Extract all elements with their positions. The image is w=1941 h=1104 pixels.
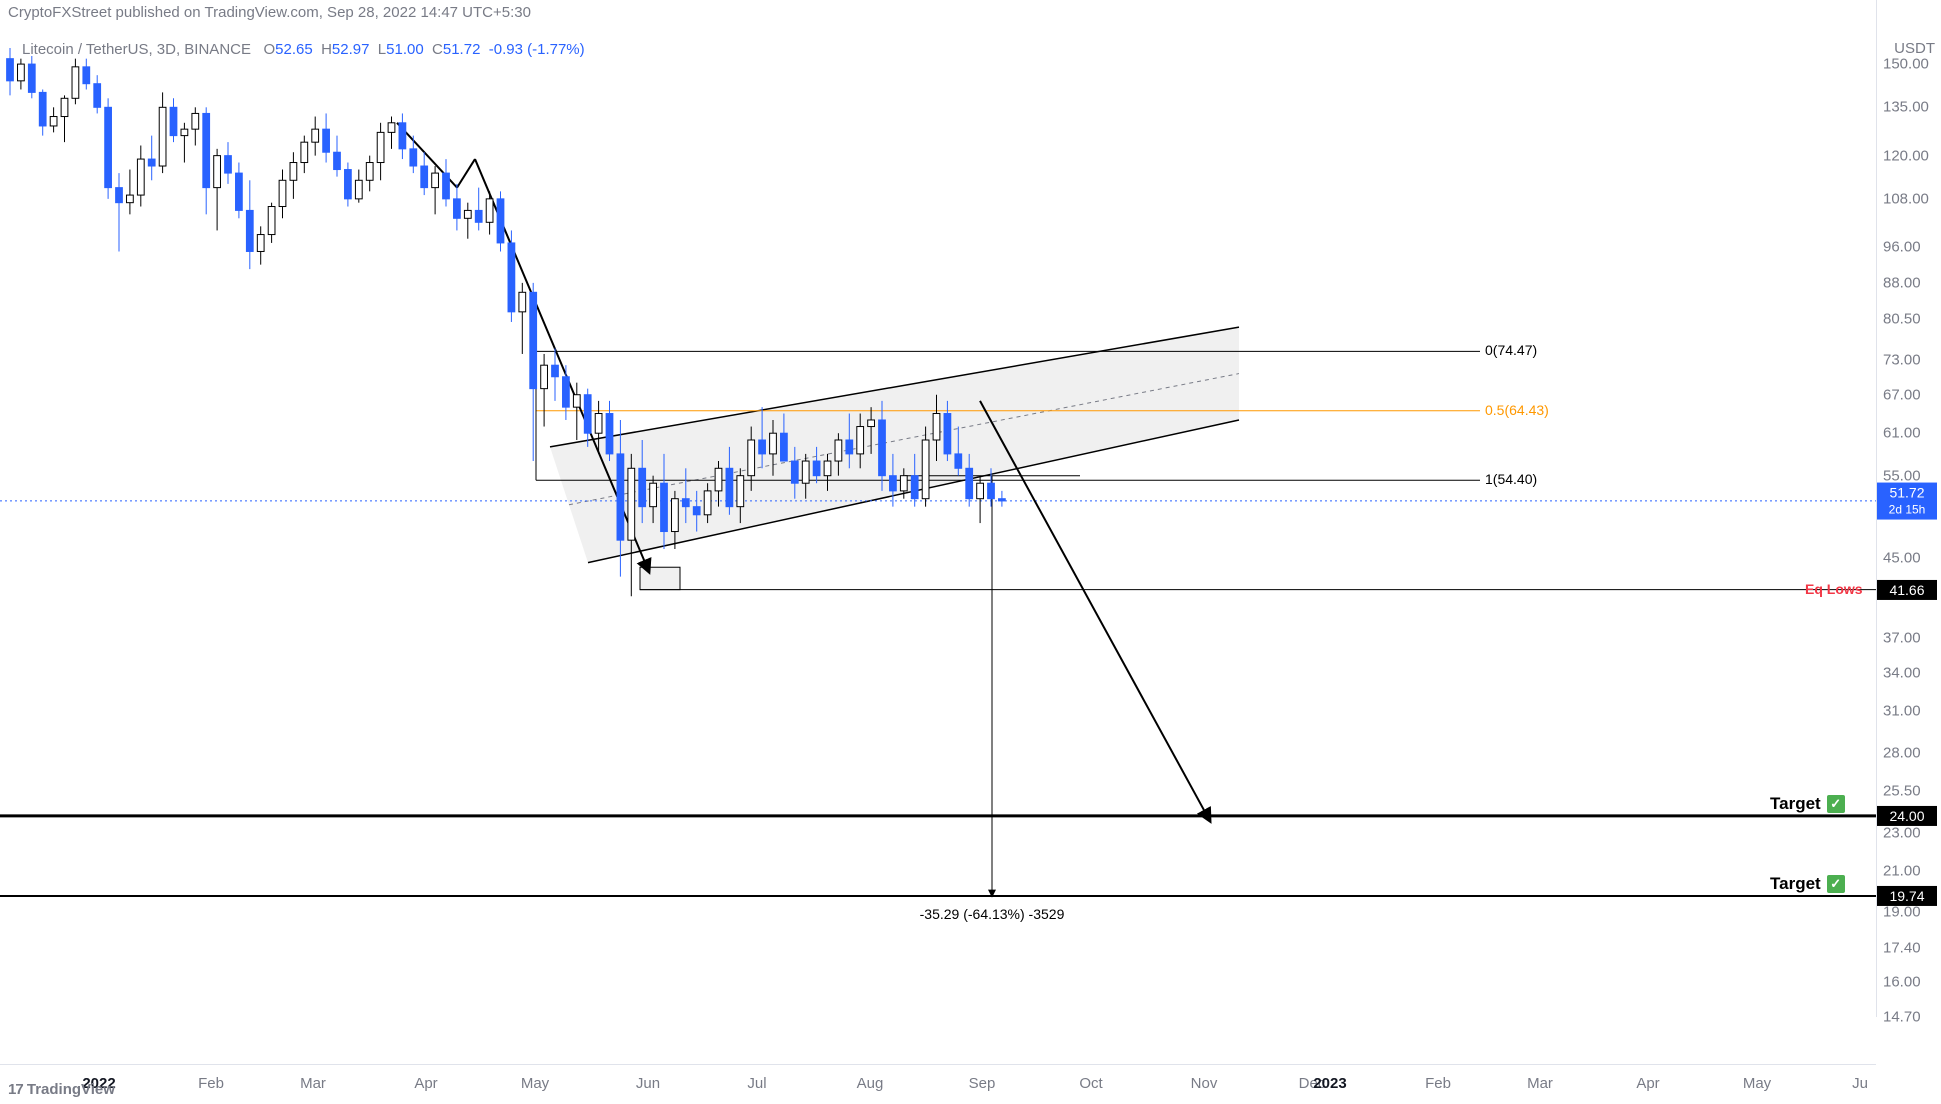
y-tick: 61.00 [1883,425,1921,442]
y-tick: 96.00 [1883,239,1921,256]
chart-canvas[interactable] [0,0,1876,1017]
x-tick: Apr [1636,1075,1659,1092]
x-tick: Aug [857,1075,884,1092]
price-tag: 51.722d 15h [1877,482,1937,519]
price-tag: 41.66 [1877,580,1937,600]
y-tick: 150.00 [1883,56,1929,73]
y-tick: 37.00 [1883,630,1921,647]
y-tick: 45.00 [1883,550,1921,567]
y-tick: 21.00 [1883,862,1921,879]
x-tick: Feb [198,1075,224,1092]
y-tick: 67.00 [1883,386,1921,403]
x-tick: May [521,1075,549,1092]
y-tick: 23.00 [1883,825,1921,842]
y-tick: 108.00 [1883,190,1929,207]
y-tick: 88.00 [1883,274,1921,291]
x-tick: Feb [1425,1075,1451,1092]
y-tick: 73.00 [1883,351,1921,368]
y-tick: 14.70 [1883,1009,1921,1026]
target-label: Target ✓ [1770,794,1845,814]
y-tick: 17.40 [1883,939,1921,956]
x-tick: Sep [969,1075,996,1092]
x-tick: Mar [300,1075,326,1092]
tradingview-logo: 17 TradingView [8,1081,115,1098]
x-tick: Nov [1191,1075,1218,1092]
price-axis[interactable]: USDT 150.00 135.00 120.00 108.00 96.00 88.00 8… [1876,0,1941,1017]
x-tick: Mar [1527,1075,1553,1092]
x-tick: Ju [1852,1075,1868,1092]
y-tick: 34.00 [1883,665,1921,682]
y-tick: 16.00 [1883,974,1921,991]
x-tick: Oct [1079,1075,1102,1092]
y-tick: 120.00 [1883,147,1929,164]
x-tick: Apr [414,1075,437,1092]
x-tick: 2023 [1313,1075,1346,1092]
target-label: Target ✓ [1770,874,1845,894]
x-tick: May [1743,1075,1771,1092]
x-tick: Jul [747,1075,766,1092]
x-tick: Jun [636,1075,660,1092]
y-tick: 31.00 [1883,702,1921,719]
y-tick: 25.50 [1883,783,1921,800]
price-unit: USDT [1894,40,1935,57]
time-axis[interactable]: 2022FebMarAprMayJunJulAugSepOctNovDec202… [0,1064,1876,1104]
y-tick: 80.50 [1883,311,1921,328]
y-tick: 28.00 [1883,744,1921,761]
price-tag: 24.00 [1877,806,1937,826]
price-tag: 19.74 [1877,886,1937,906]
y-tick: 135.00 [1883,99,1929,116]
